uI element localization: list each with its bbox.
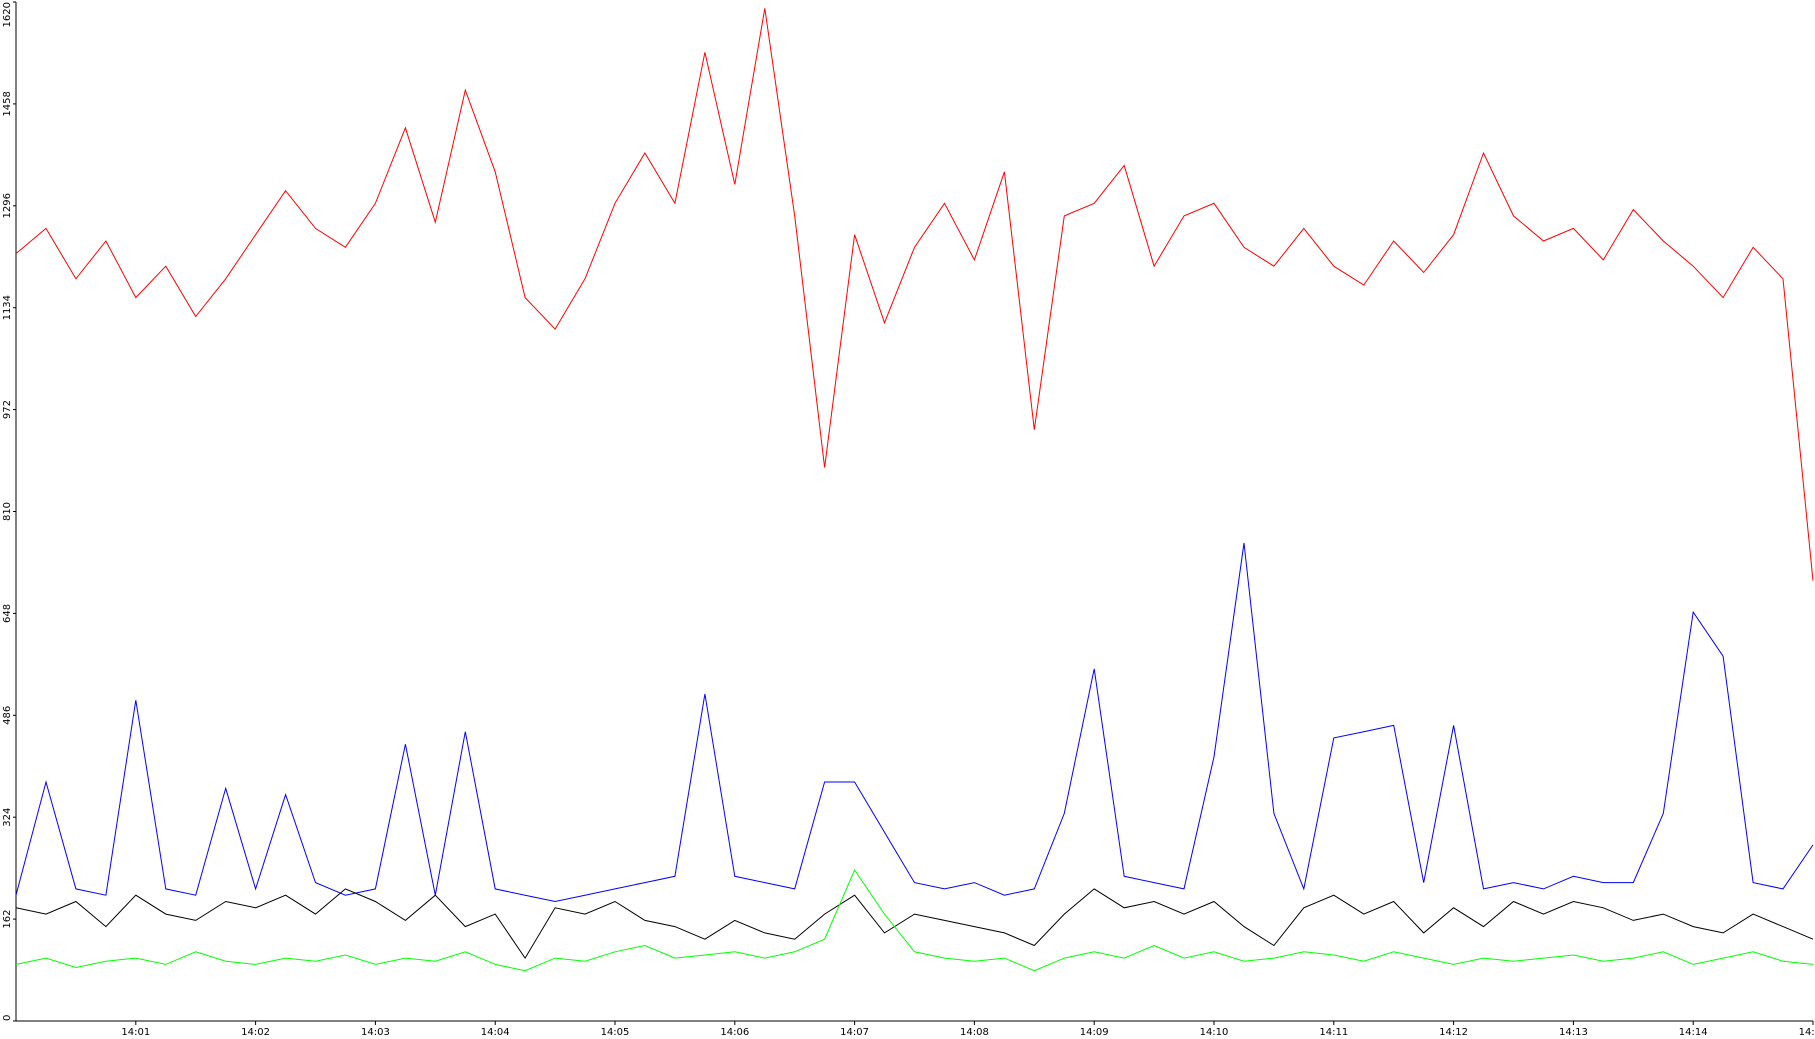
y-tick-label: 1458	[2, 91, 13, 116]
series-line	[15, 8, 1814, 581]
x-tick-label: 14:08	[960, 1027, 989, 1038]
x-tick-label: 14:13	[1559, 1027, 1588, 1038]
series-line	[15, 542, 1814, 903]
y-tick-label: 324	[2, 808, 13, 827]
series-line	[15, 868, 1814, 972]
y-tick-label: 810	[2, 502, 13, 521]
x-tick-label: 14:11	[1319, 1027, 1348, 1038]
x-tick-label: 14:04	[481, 1027, 510, 1038]
x-tick-label: 14:07	[840, 1027, 869, 1038]
series-line	[15, 888, 1814, 960]
x-tick-label: 14:02	[241, 1027, 270, 1038]
x-tick-label: 14:10	[1200, 1027, 1229, 1038]
x-tick-label: 14:09	[1080, 1027, 1109, 1038]
y-tick-label: 162	[2, 910, 13, 929]
x-tick-label: 14:14	[1679, 1027, 1708, 1038]
y-tick-label: 0	[2, 1015, 13, 1021]
x-tick-label: 14:06	[720, 1027, 749, 1038]
y-tick-label: 1134	[2, 295, 13, 320]
x-tick-label: 14:12	[1439, 1027, 1468, 1038]
x-tick-label: 14:15	[1799, 1027, 1815, 1038]
x-tick-label: 14:03	[361, 1027, 390, 1038]
x-tick-label: 14:01	[121, 1027, 150, 1038]
y-tick-label: 486	[2, 706, 13, 725]
y-tick-label: 1620	[2, 2, 13, 27]
y-tick-label: 1296	[2, 193, 13, 218]
x-tick-label: 14:05	[601, 1027, 630, 1038]
y-tick-label: 648	[2, 604, 13, 623]
y-tick-label: 972	[2, 400, 13, 419]
